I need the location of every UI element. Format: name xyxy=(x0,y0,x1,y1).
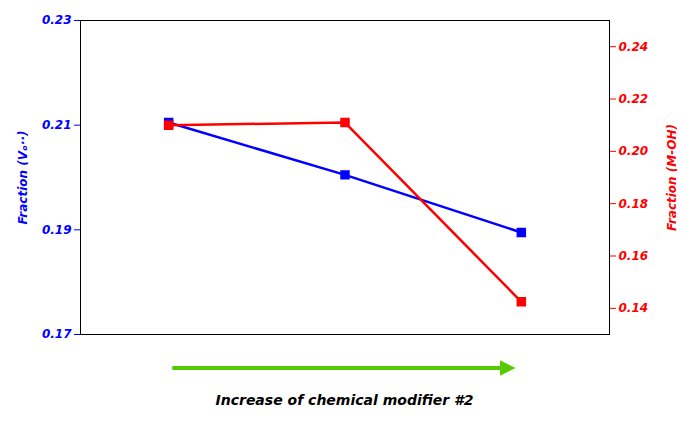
svg-text:0.14: 0.14 xyxy=(619,301,649,315)
svg-text:Fraction (Vₒ··): Fraction (Vₒ··) xyxy=(16,130,30,224)
svg-text:0.17: 0.17 xyxy=(42,327,72,341)
svg-text:0.16: 0.16 xyxy=(619,249,649,263)
svg-text:0.18: 0.18 xyxy=(619,197,649,211)
svg-text:Fraction (M-OH): Fraction (M-OH) xyxy=(665,124,679,231)
svg-text:0.23: 0.23 xyxy=(42,13,72,27)
svg-text:0.20: 0.20 xyxy=(619,144,649,158)
svg-text:0.22: 0.22 xyxy=(619,92,649,106)
svg-text:0.21: 0.21 xyxy=(42,118,72,132)
svg-text:0.24: 0.24 xyxy=(619,40,649,54)
svg-text:0.19: 0.19 xyxy=(42,223,72,237)
html-text:Increase of chemical modifier: Increase of chemical modifier #2 xyxy=(215,392,474,408)
